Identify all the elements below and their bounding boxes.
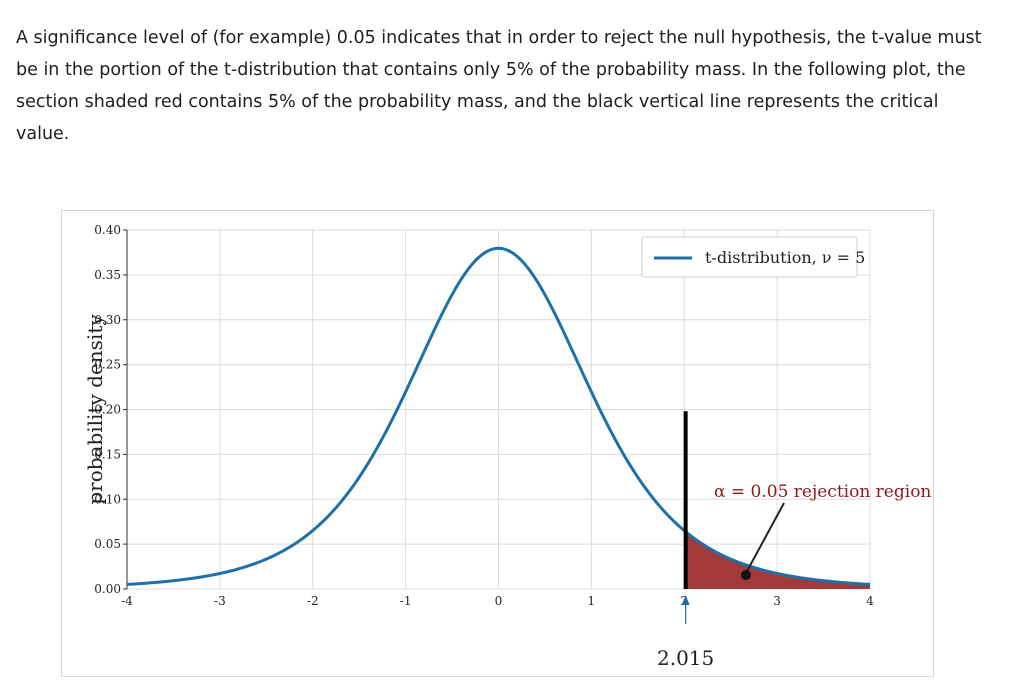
y-tick-label: 0.25 bbox=[94, 358, 121, 372]
t-distribution-figure: -4-3-2-1012340.000.050.100.150.200.250.3… bbox=[61, 210, 934, 677]
rejection-region bbox=[685, 531, 870, 589]
t-distribution-chart: -4-3-2-1012340.000.050.100.150.200.250.3… bbox=[83, 223, 931, 670]
critical-value-label: 2.015 bbox=[657, 646, 714, 670]
y-tick-label: 0.30 bbox=[94, 313, 121, 327]
x-tick-label: -3 bbox=[214, 594, 226, 608]
legend-box bbox=[641, 236, 858, 278]
legend-label: t-distribution, ν = 5 bbox=[705, 248, 865, 267]
t-distribution-curve bbox=[126, 246, 871, 586]
x-tick-label: 3 bbox=[773, 594, 781, 608]
x-tick-label: -2 bbox=[307, 594, 319, 608]
grid-lines bbox=[126, 229, 871, 590]
annotation-pointer bbox=[745, 502, 785, 574]
y-tick-label: 0.15 bbox=[94, 447, 121, 461]
axes: -4-3-2-1012340.000.050.100.150.200.250.3… bbox=[94, 223, 874, 608]
x-tick-label: 1 bbox=[588, 594, 596, 608]
rejection-region-fill bbox=[685, 531, 870, 589]
y-axis-label: probability density bbox=[83, 314, 107, 505]
x-tick-label: 4 bbox=[866, 594, 874, 608]
annotation-text: α = 0.05 rejection region bbox=[714, 482, 931, 502]
y-tick-label: 0.35 bbox=[94, 268, 121, 282]
x-tick-label: -4 bbox=[121, 594, 133, 608]
annotation-dot bbox=[741, 570, 751, 580]
y-tick-label: 0.05 bbox=[94, 537, 121, 551]
x-tick-label: 0 bbox=[495, 594, 503, 608]
legend: t-distribution, ν = 5 bbox=[641, 236, 865, 278]
rejection-annotation: α = 0.05 rejection region bbox=[714, 482, 931, 580]
critical-value-arrowhead bbox=[681, 595, 690, 605]
t-distribution-line bbox=[126, 246, 871, 586]
y-tick-label: 0.20 bbox=[94, 403, 121, 417]
intro-paragraph: A significance level of (for example) 0.… bbox=[16, 28, 982, 144]
y-tick-label: 0.10 bbox=[94, 492, 121, 506]
x-tick-label: -1 bbox=[400, 594, 412, 608]
y-tick-label: 0.00 bbox=[94, 582, 121, 596]
y-tick-label: 0.40 bbox=[94, 223, 121, 237]
critical-value: 2.015 bbox=[657, 411, 714, 670]
